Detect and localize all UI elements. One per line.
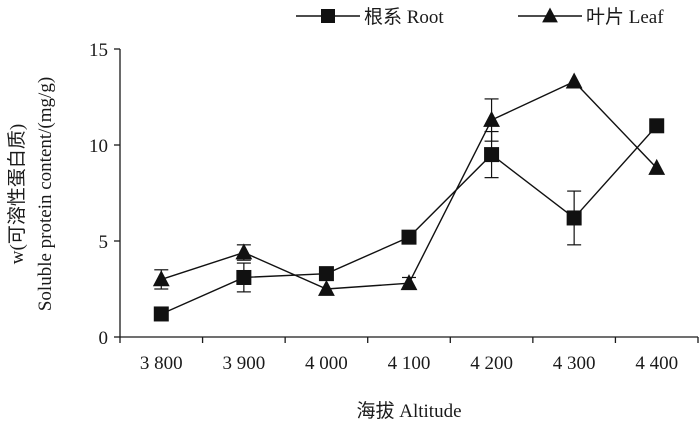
legend-label: 叶片 Leaf bbox=[586, 6, 664, 28]
y-tick-label: 10 bbox=[89, 136, 108, 157]
legend-label: 根系 Root bbox=[364, 6, 444, 28]
x-tick-label: 3 900 bbox=[222, 353, 265, 374]
x-tick-label: 4 000 bbox=[305, 353, 348, 374]
data-point bbox=[318, 266, 334, 282]
data-point bbox=[484, 147, 500, 163]
y-tick-label: 15 bbox=[89, 40, 108, 61]
data-point bbox=[152, 270, 170, 287]
data-point bbox=[483, 110, 500, 127]
legend-marker bbox=[542, 7, 558, 23]
x-tick-label: 4 100 bbox=[388, 353, 431, 374]
data-point bbox=[566, 210, 582, 226]
axes: 0 5 10 15 3 800 3 900 4 000 4 100 4 200 4 300 4 40… bbox=[89, 40, 699, 374]
data-point bbox=[565, 72, 583, 89]
legend-item-triangle: 叶片 Leaf bbox=[518, 6, 664, 28]
x-tick-label: 3 800 bbox=[140, 353, 183, 374]
series-triangle bbox=[152, 72, 666, 296]
legend-item-square: 根系 Root bbox=[296, 6, 444, 28]
x-axis-title: 海拔 Altitude bbox=[356, 400, 461, 422]
data-point bbox=[318, 279, 335, 296]
y-axis-title-line2: Soluble protein content/(mg/g) bbox=[35, 77, 56, 311]
x-tick-label: 4 200 bbox=[470, 353, 513, 374]
x-tick-label: 4 300 bbox=[553, 353, 596, 374]
data-point bbox=[401, 229, 417, 245]
y-tick-label: 0 bbox=[99, 328, 109, 349]
series-line bbox=[161, 80, 658, 290]
x-tick-label: 4 400 bbox=[635, 353, 678, 374]
y-tick-label: 5 bbox=[99, 232, 109, 253]
data-point bbox=[236, 269, 252, 285]
data-point bbox=[648, 158, 666, 175]
series-square bbox=[153, 118, 665, 322]
legend: 根系 Root 叶片 Leaf bbox=[296, 6, 664, 28]
data-point bbox=[400, 274, 418, 291]
data-point bbox=[235, 243, 253, 260]
y-axis-title: w(可溶性蛋白质) Soluble protein content/(mg/g) bbox=[6, 77, 56, 311]
data-point bbox=[153, 306, 169, 322]
legend-marker bbox=[321, 9, 335, 23]
data-point bbox=[649, 118, 665, 134]
series-layer bbox=[152, 72, 666, 322]
y-axis-title-line1: w(可溶性蛋白质) bbox=[6, 124, 28, 264]
